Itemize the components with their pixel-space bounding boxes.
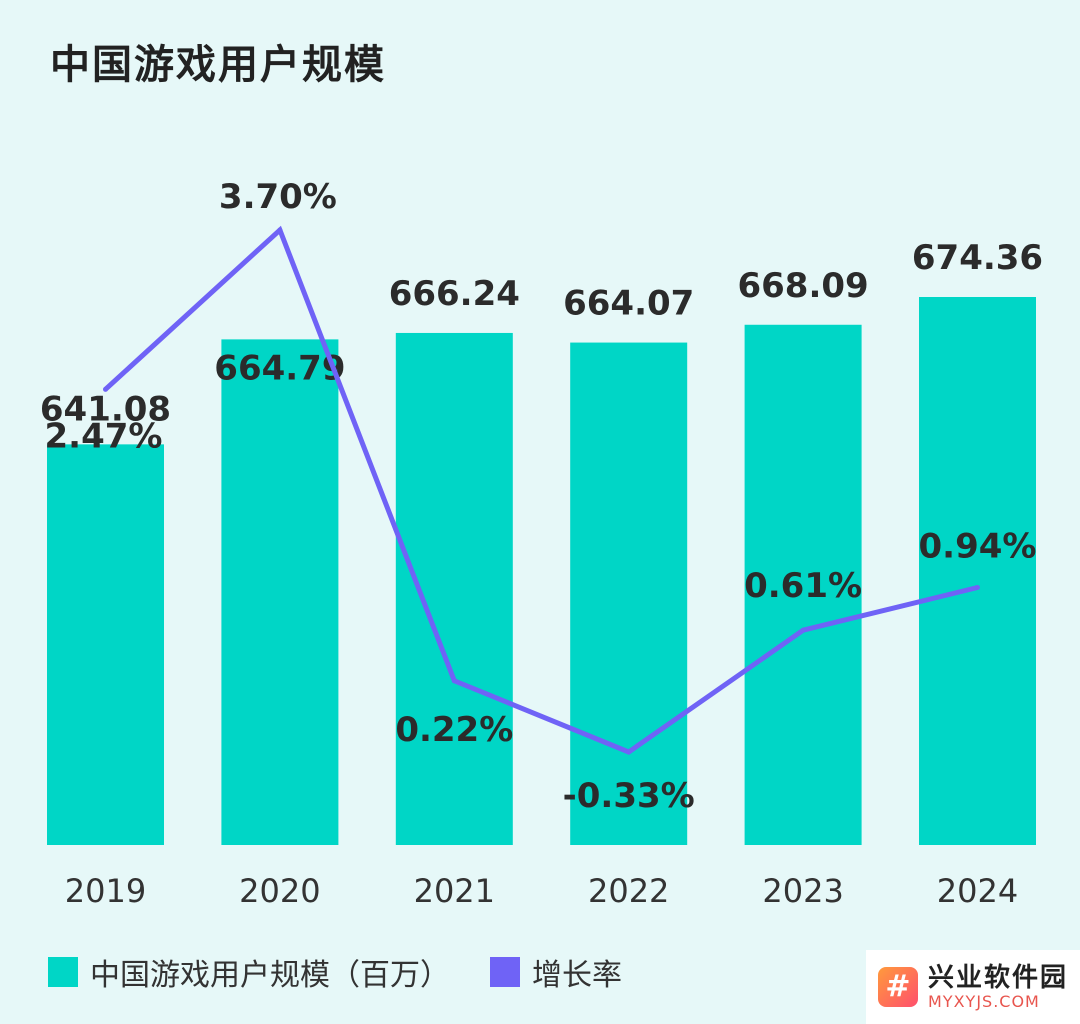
bar-value-label-2021: 666.24 bbox=[389, 274, 520, 314]
growth-point-2023 bbox=[800, 627, 806, 633]
legend-swatch-growth bbox=[490, 957, 520, 987]
growth-point-2022 bbox=[626, 749, 632, 755]
watermark: # 兴业软件园 MYXYJS.COM bbox=[866, 950, 1080, 1024]
growth-point-2024 bbox=[975, 584, 980, 590]
chart-title: 中国游戏用户规模 bbox=[50, 42, 386, 88]
watermark-logo-icon: # bbox=[878, 967, 918, 1007]
bar-value-label-2019: 641.08 bbox=[40, 389, 171, 429]
bar-2022 bbox=[570, 342, 688, 845]
bar-2020 bbox=[221, 339, 339, 845]
bar-value-label-2020: 664.79 bbox=[214, 348, 345, 388]
bar-2021 bbox=[395, 332, 513, 846]
growth-label-2019: 2.47% bbox=[45, 416, 163, 456]
x-tick-label-2024: 2024 bbox=[937, 872, 1018, 910]
growth-point-2019 bbox=[103, 386, 108, 392]
x-tick-label-2020: 2020 bbox=[239, 872, 320, 910]
legend-label-growth: 增长率 bbox=[532, 958, 622, 993]
growth-point-2021 bbox=[451, 678, 457, 684]
growth-label-2021: 0.22% bbox=[395, 710, 513, 750]
watermark-sub-text: MYXYJS.COM bbox=[928, 991, 1040, 1011]
bar-value-label-2024: 674.36 bbox=[912, 238, 1043, 278]
growth-label-2023: 0.61% bbox=[744, 566, 862, 606]
legend-item-growth: 增长率 bbox=[490, 950, 622, 994]
legend-label-users: 中国游戏用户规模（百万） bbox=[90, 958, 450, 993]
x-tick-label-2021: 2021 bbox=[414, 872, 495, 910]
watermark-main-text: 兴业软件园 bbox=[928, 962, 1069, 993]
legend-swatch-users bbox=[48, 957, 78, 987]
bar-2024 bbox=[919, 297, 1036, 845]
growth-label-2024: 0.94% bbox=[919, 526, 1037, 566]
bar-value-label-2022: 664.07 bbox=[563, 284, 694, 324]
chart-legend: 中国游戏用户规模（百万） 增长率 bbox=[48, 950, 662, 994]
growth-rate-line bbox=[103, 225, 979, 755]
bar-2023 bbox=[744, 324, 862, 846]
bar-value-label-2023: 668.09 bbox=[737, 266, 868, 306]
x-tick-label-2019: 2019 bbox=[65, 872, 146, 910]
chart-plot: 2019 2020 2021 2022 2023 2024 641.08 664.79 666.… bbox=[40, 177, 1043, 910]
legend-item-users: 中国游戏用户规模（百万） bbox=[48, 950, 450, 994]
x-tick-label-2022: 2022 bbox=[588, 872, 669, 910]
bar-2019 bbox=[47, 444, 164, 845]
growth-point-2020 bbox=[277, 227, 283, 233]
growth-label-2022: -0.33% bbox=[563, 776, 695, 816]
x-tick-label-2023: 2023 bbox=[762, 872, 843, 910]
growth-label-2020: 3.70% bbox=[219, 177, 337, 217]
